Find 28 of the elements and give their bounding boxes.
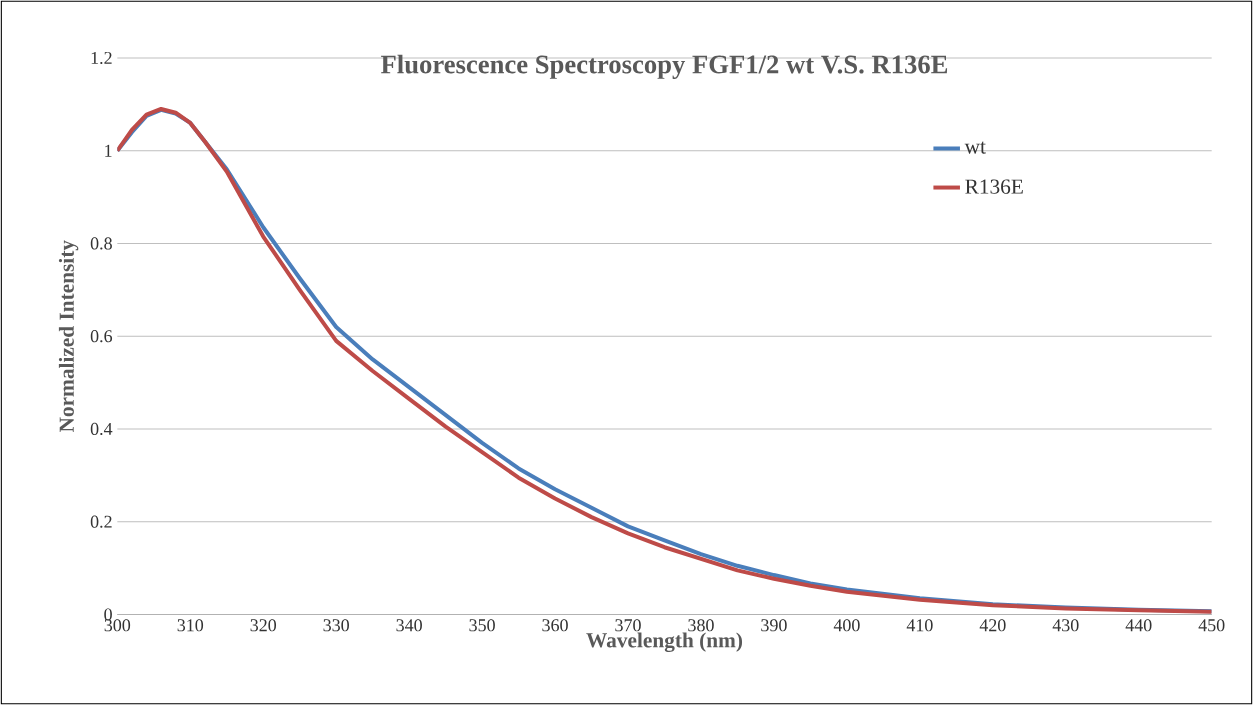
x-tick-label: 430 bbox=[1052, 619, 1079, 632]
x-tick-label: 370 bbox=[615, 619, 641, 632]
x-tick-label: 450 bbox=[1198, 619, 1225, 632]
x-tick-label: 420 bbox=[979, 619, 1006, 632]
y-tick-label: 1 bbox=[105, 144, 112, 157]
x-axis-title: Wavelength (nm) bbox=[586, 632, 743, 652]
x-tick-label: 440 bbox=[1125, 619, 1152, 632]
y-tick-label: 0.8 bbox=[90, 237, 112, 250]
x-tick-label: 360 bbox=[542, 619, 568, 632]
y-axis-title: Normalized Intensity bbox=[58, 240, 79, 433]
x-tick-label: 350 bbox=[469, 619, 495, 632]
y-tick-label: 0.4 bbox=[90, 422, 113, 436]
x-tick-label: 320 bbox=[250, 619, 277, 632]
x-tick-label: 330 bbox=[323, 619, 349, 632]
legend-label: R136E bbox=[965, 179, 1023, 194]
x-tick-label: 340 bbox=[396, 619, 422, 632]
x-tick-label: 390 bbox=[761, 619, 787, 632]
legend-label: wt bbox=[964, 141, 986, 154]
y-tick-label: 0 bbox=[104, 608, 112, 621]
y-tick-label: 1.2 bbox=[91, 51, 112, 64]
x-tick-label: 400 bbox=[833, 619, 860, 632]
y-tick-label: 0.2 bbox=[90, 515, 112, 528]
chart-title: Fluorescence Spectroscopy FGF1/2 wt V.S. R136E bbox=[380, 54, 948, 79]
x-tick-label: 380 bbox=[688, 619, 714, 632]
x-tick-label: 310 bbox=[177, 619, 204, 632]
x-tick-label: 300 bbox=[104, 619, 131, 632]
y-tick-label: 0.6 bbox=[90, 330, 113, 343]
x-tick-label: 410 bbox=[906, 619, 933, 632]
